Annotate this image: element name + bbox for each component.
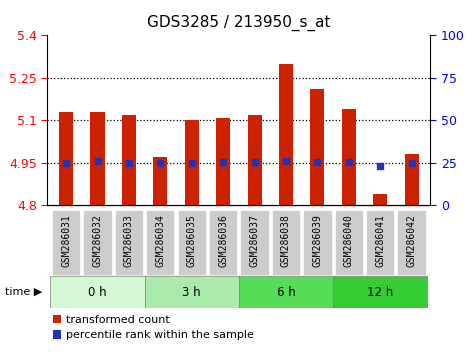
- Bar: [153, 157, 167, 205]
- Text: GSM286041: GSM286041: [375, 214, 385, 267]
- FancyBboxPatch shape: [303, 210, 332, 275]
- Bar: [216, 118, 230, 205]
- FancyBboxPatch shape: [239, 276, 333, 308]
- FancyBboxPatch shape: [52, 210, 80, 275]
- Bar: [310, 89, 324, 205]
- Bar: [373, 194, 387, 205]
- Text: GSM286042: GSM286042: [407, 214, 417, 267]
- FancyBboxPatch shape: [145, 276, 239, 308]
- Text: 3 h: 3 h: [183, 286, 201, 298]
- Text: 12 h: 12 h: [367, 286, 394, 298]
- FancyBboxPatch shape: [335, 210, 363, 275]
- FancyBboxPatch shape: [240, 210, 269, 275]
- Bar: [184, 120, 199, 205]
- Text: GSM286031: GSM286031: [61, 214, 71, 267]
- Text: time ▶: time ▶: [5, 287, 42, 297]
- FancyBboxPatch shape: [178, 210, 206, 275]
- Text: 0 h: 0 h: [88, 286, 107, 298]
- Text: GSM286037: GSM286037: [250, 214, 260, 267]
- FancyBboxPatch shape: [146, 210, 175, 275]
- FancyBboxPatch shape: [83, 210, 112, 275]
- Bar: [90, 112, 105, 205]
- FancyBboxPatch shape: [209, 210, 237, 275]
- FancyBboxPatch shape: [51, 276, 145, 308]
- FancyBboxPatch shape: [333, 276, 427, 308]
- Bar: [279, 64, 293, 205]
- Text: GSM286038: GSM286038: [281, 214, 291, 267]
- Bar: [59, 112, 73, 205]
- FancyBboxPatch shape: [272, 210, 300, 275]
- Text: GSM286033: GSM286033: [124, 214, 134, 267]
- Title: GDS3285 / 213950_s_at: GDS3285 / 213950_s_at: [147, 15, 331, 31]
- Text: 6 h: 6 h: [277, 286, 295, 298]
- Bar: [404, 154, 419, 205]
- Bar: [342, 109, 356, 205]
- FancyBboxPatch shape: [366, 210, 394, 275]
- Text: GSM286039: GSM286039: [312, 214, 323, 267]
- Text: GSM286040: GSM286040: [344, 214, 354, 267]
- Text: GSM286034: GSM286034: [155, 214, 166, 267]
- Text: GSM286032: GSM286032: [93, 214, 103, 267]
- Text: GSM286036: GSM286036: [218, 214, 228, 267]
- Bar: [122, 115, 136, 205]
- Bar: [247, 115, 262, 205]
- Legend: transformed count, percentile rank within the sample: transformed count, percentile rank withi…: [48, 310, 258, 345]
- Text: GSM286035: GSM286035: [187, 214, 197, 267]
- FancyBboxPatch shape: [115, 210, 143, 275]
- FancyBboxPatch shape: [397, 210, 426, 275]
